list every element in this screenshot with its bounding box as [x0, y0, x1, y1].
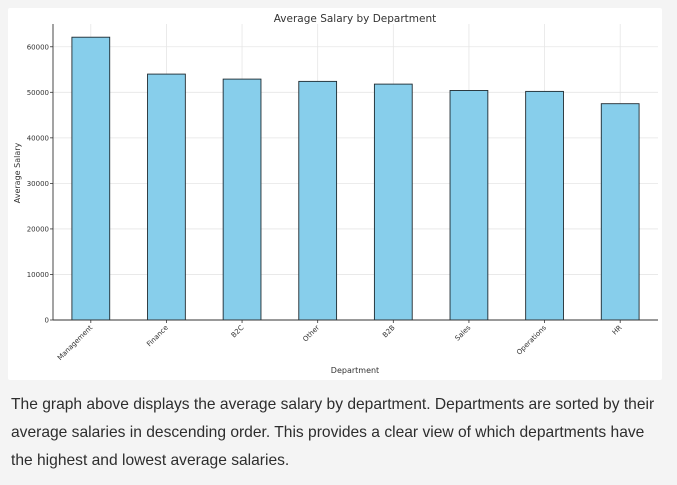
chart-image: 0 10000 20000 30000 40000 50000 60000 Managemen… — [8, 8, 662, 380]
bars — [71, 36, 640, 321]
bar-operations — [525, 90, 564, 321]
axes — [50, 24, 658, 323]
bar-b2c — [222, 78, 262, 321]
y-tick-label: 20000 — [27, 225, 49, 233]
bar-chart: 0 10000 20000 30000 40000 50000 60000 Managemen… — [13, 13, 658, 375]
bar-sales — [449, 90, 489, 321]
x-tick-label: Finance — [145, 324, 170, 349]
chart-title: Average Salary by Department — [274, 13, 437, 25]
y-tick-label: 30000 — [27, 180, 49, 188]
bar-hr — [600, 103, 640, 321]
y-tick-label: 40000 — [27, 134, 49, 142]
y-tick-label: 0 — [45, 317, 49, 325]
grid-lines — [53, 24, 658, 321]
x-tick-label: B2B — [381, 324, 397, 340]
bar-finance — [147, 73, 186, 321]
y-tick-label: 50000 — [27, 89, 49, 97]
bar-b2b — [373, 83, 413, 321]
y-axis-label: Average Salary — [13, 142, 22, 203]
x-tick-label: Management — [56, 324, 94, 362]
x-tick-label: Other — [301, 324, 321, 344]
x-axis-label: Department — [331, 366, 379, 375]
x-tick-label: B2C — [230, 324, 246, 340]
x-tick-label: HR — [611, 324, 624, 337]
y-tick-label: 60000 — [27, 43, 49, 51]
bar-management — [71, 36, 111, 321]
y-tick-label: 10000 — [27, 271, 49, 279]
bar-other — [298, 80, 338, 321]
x-tick-label: Operations — [515, 324, 548, 357]
assistant-message-text: The graph above displays the average sal… — [11, 396, 655, 469]
x-tick-label: Sales — [454, 324, 473, 343]
